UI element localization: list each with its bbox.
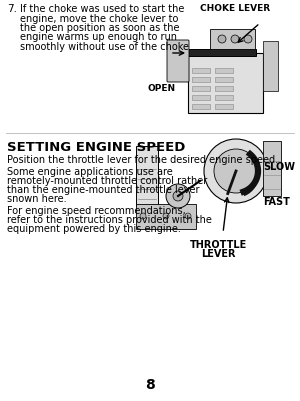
Bar [263, 42, 278, 92]
Circle shape [166, 184, 190, 209]
Circle shape [173, 192, 183, 201]
Bar [215, 87, 233, 92]
Text: Position the throttle lever for the desired engine speed.: Position the throttle lever for the desi… [7, 155, 278, 164]
Text: 8: 8 [145, 377, 155, 391]
Bar [192, 69, 210, 74]
Circle shape [244, 36, 252, 44]
Text: refer to the instructions provided with the: refer to the instructions provided with … [7, 215, 212, 225]
Bar [215, 78, 233, 83]
Text: 7.: 7. [7, 4, 17, 14]
Bar [210, 30, 255, 50]
Circle shape [218, 36, 226, 44]
Text: smoothly without use of the choke.: smoothly without use of the choke. [20, 42, 192, 52]
Circle shape [163, 213, 169, 219]
Circle shape [204, 140, 268, 203]
Bar [136, 147, 158, 207]
Text: FAST: FAST [263, 196, 290, 207]
Bar [188, 54, 263, 114]
Text: For engine speed recommendations,: For engine speed recommendations, [7, 205, 186, 215]
Text: SLOW: SLOW [263, 162, 295, 172]
Text: engine warms up enough to run: engine warms up enough to run [20, 32, 177, 43]
Bar [215, 105, 233, 110]
Text: than the engine-mounted throttle lever: than the engine-mounted throttle lever [7, 184, 200, 194]
Bar [136, 205, 196, 229]
Text: THROTTLE: THROTTLE [189, 239, 247, 249]
Text: engine, move the choke lever to: engine, move the choke lever to [20, 14, 178, 23]
Bar [192, 96, 210, 101]
Bar [215, 69, 233, 74]
Text: CHOKE LEVER: CHOKE LEVER [200, 4, 270, 13]
Text: snown here.: snown here. [7, 194, 67, 203]
Bar [215, 96, 233, 101]
Text: the open position as soon as the: the open position as soon as the [20, 23, 179, 33]
Circle shape [185, 213, 191, 219]
Bar [263, 142, 281, 196]
Circle shape [231, 36, 239, 44]
Text: SETTING ENGINE SPEED: SETTING ENGINE SPEED [7, 141, 185, 154]
Circle shape [214, 150, 258, 194]
Bar [192, 78, 210, 83]
Text: Some engine applications use are: Some engine applications use are [7, 166, 173, 176]
Bar [192, 105, 210, 110]
Text: remotely-mounted throttle control rather: remotely-mounted throttle control rather [7, 176, 207, 186]
Bar [188, 50, 256, 57]
Text: If the choke was used to start the: If the choke was used to start the [20, 4, 184, 14]
Text: equipment powered by this engine.: equipment powered by this engine. [7, 223, 181, 233]
Bar [192, 87, 210, 92]
FancyBboxPatch shape [167, 41, 189, 83]
Text: LEVER: LEVER [201, 248, 235, 258]
Text: OPEN: OPEN [148, 84, 176, 93]
Circle shape [140, 213, 146, 219]
